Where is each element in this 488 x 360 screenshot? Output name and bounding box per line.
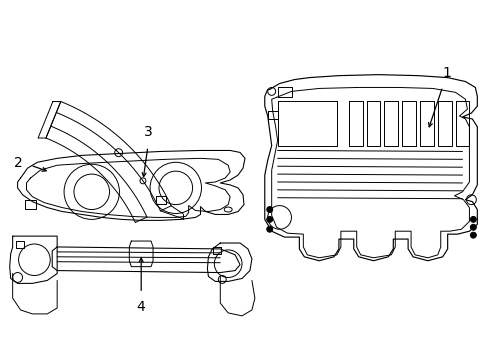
Text: 1: 1 (441, 66, 450, 80)
Circle shape (469, 216, 475, 222)
Circle shape (469, 232, 475, 238)
Circle shape (266, 207, 272, 212)
Circle shape (266, 226, 272, 232)
Text: 3: 3 (143, 126, 152, 139)
Text: 2: 2 (14, 156, 22, 170)
Circle shape (469, 224, 475, 230)
Circle shape (266, 216, 272, 222)
Text: 4: 4 (137, 300, 145, 314)
